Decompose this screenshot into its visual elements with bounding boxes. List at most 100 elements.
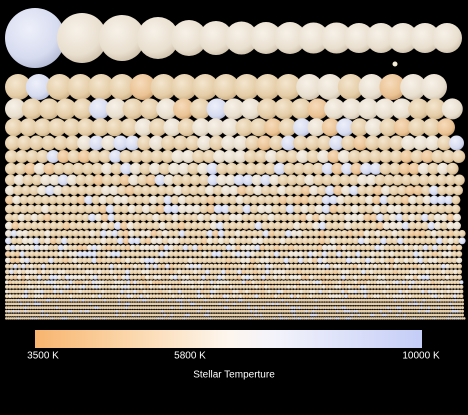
star bbox=[209, 306, 212, 310]
star bbox=[461, 317, 464, 320]
star bbox=[69, 280, 73, 285]
star bbox=[350, 298, 354, 302]
star bbox=[165, 263, 170, 269]
star bbox=[27, 284, 32, 289]
star bbox=[334, 289, 339, 294]
star bbox=[5, 309, 8, 313]
star bbox=[417, 313, 421, 317]
star bbox=[347, 284, 352, 289]
colorbar bbox=[35, 330, 422, 348]
star bbox=[201, 237, 208, 245]
star bbox=[317, 274, 322, 280]
star bbox=[184, 284, 189, 289]
star bbox=[252, 302, 256, 306]
star bbox=[49, 221, 58, 230]
star bbox=[403, 251, 410, 257]
star bbox=[362, 306, 366, 310]
star bbox=[309, 269, 314, 275]
star bbox=[285, 317, 288, 320]
star bbox=[433, 280, 438, 285]
star bbox=[401, 213, 410, 222]
star bbox=[305, 313, 308, 317]
star bbox=[257, 306, 260, 310]
star bbox=[307, 298, 311, 302]
star bbox=[425, 269, 430, 275]
star bbox=[245, 294, 249, 299]
star bbox=[408, 221, 417, 230]
star bbox=[125, 263, 130, 269]
star bbox=[53, 269, 58, 275]
star bbox=[415, 309, 419, 313]
star bbox=[105, 298, 109, 302]
star bbox=[177, 294, 182, 299]
star bbox=[230, 251, 237, 257]
star bbox=[384, 298, 388, 302]
star bbox=[254, 280, 259, 285]
star bbox=[126, 294, 131, 299]
star bbox=[149, 244, 155, 251]
star bbox=[217, 263, 222, 269]
star bbox=[408, 230, 416, 237]
star bbox=[63, 317, 66, 320]
star bbox=[341, 269, 346, 275]
star bbox=[257, 309, 260, 313]
star bbox=[389, 269, 394, 275]
star bbox=[343, 309, 347, 313]
star bbox=[234, 237, 242, 245]
star bbox=[357, 289, 361, 294]
star bbox=[357, 280, 361, 285]
star bbox=[89, 230, 96, 237]
star bbox=[245, 284, 249, 289]
star bbox=[389, 150, 403, 163]
star bbox=[115, 313, 119, 317]
star bbox=[33, 302, 37, 306]
star bbox=[145, 213, 154, 222]
star bbox=[385, 274, 390, 280]
star bbox=[170, 298, 174, 302]
star bbox=[17, 309, 20, 313]
star bbox=[24, 251, 31, 257]
star bbox=[33, 274, 38, 280]
star bbox=[67, 244, 74, 251]
star bbox=[285, 150, 299, 163]
star bbox=[149, 251, 155, 257]
star bbox=[245, 257, 251, 264]
star bbox=[105, 244, 112, 251]
star bbox=[237, 274, 242, 280]
star bbox=[192, 251, 199, 257]
star bbox=[103, 317, 106, 320]
star bbox=[277, 294, 281, 299]
star bbox=[103, 298, 107, 302]
star bbox=[189, 174, 201, 186]
star bbox=[5, 150, 18, 163]
star bbox=[350, 284, 355, 289]
star bbox=[386, 313, 390, 317]
star bbox=[183, 317, 186, 320]
star bbox=[313, 237, 320, 245]
star bbox=[267, 294, 272, 299]
star bbox=[365, 313, 368, 317]
star bbox=[213, 280, 217, 285]
star bbox=[389, 313, 392, 317]
star bbox=[307, 317, 310, 320]
star bbox=[398, 289, 403, 294]
star bbox=[376, 289, 381, 294]
star bbox=[389, 302, 392, 306]
star bbox=[417, 294, 422, 299]
star bbox=[424, 280, 429, 285]
star bbox=[29, 135, 44, 151]
star bbox=[13, 174, 25, 186]
star bbox=[61, 269, 66, 275]
star bbox=[413, 274, 418, 280]
star bbox=[247, 306, 251, 310]
star bbox=[175, 306, 179, 310]
star bbox=[283, 294, 288, 299]
star bbox=[94, 294, 99, 299]
star bbox=[355, 298, 359, 302]
star bbox=[221, 298, 224, 302]
star bbox=[401, 195, 410, 205]
star bbox=[177, 298, 181, 302]
star bbox=[115, 302, 119, 306]
star bbox=[285, 298, 289, 302]
star bbox=[376, 294, 381, 299]
